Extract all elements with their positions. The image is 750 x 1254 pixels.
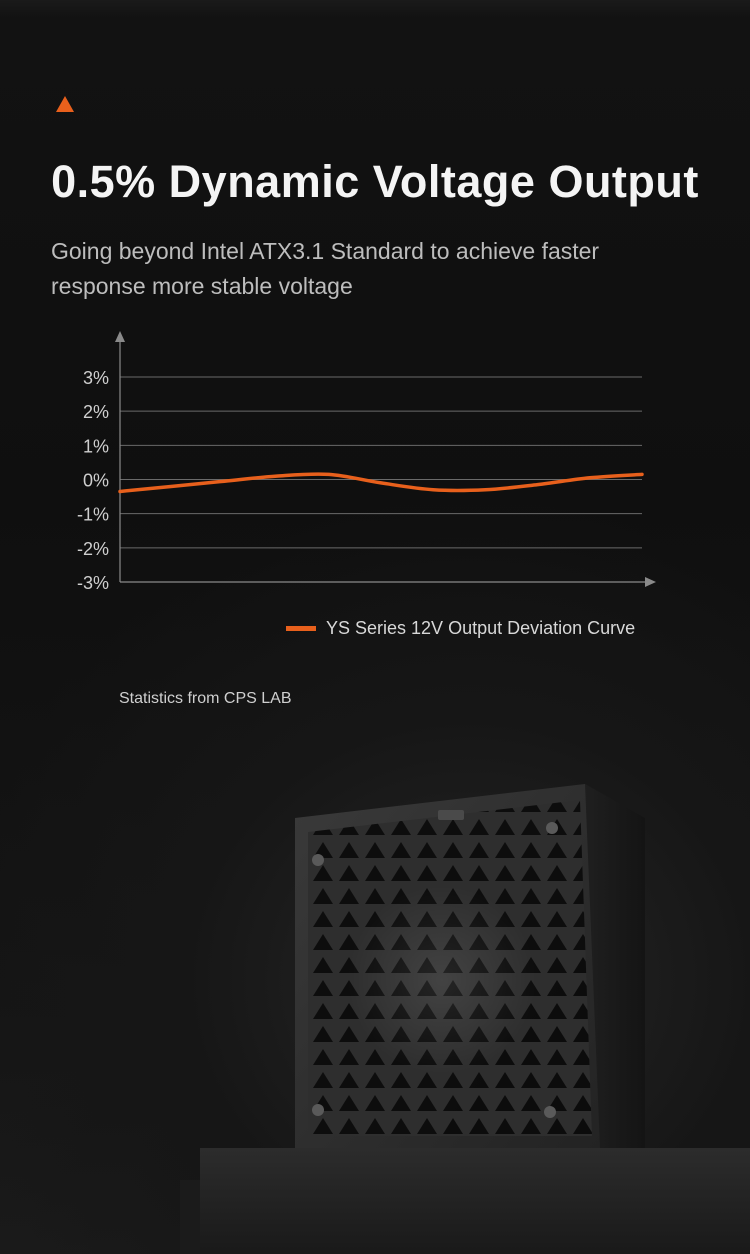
power-supply-image — [180, 784, 750, 1254]
y-tick-label: -1% — [77, 505, 109, 525]
y-tick-label: 3% — [83, 368, 109, 388]
source-note: Statistics from CPS LAB — [119, 690, 292, 707]
legend-label: YS Series 12V Output Deviation Curve — [326, 617, 636, 638]
page-subtitle: Going beyond Intel ATX3.1 Standard to ac… — [51, 238, 600, 299]
y-tick-label: 0% — [83, 471, 109, 491]
y-tick-label: 1% — [83, 436, 109, 456]
y-tick-label: 2% — [83, 402, 109, 422]
triangle-icon — [56, 96, 74, 112]
chart-legend: YS Series 12V Output Deviation Curve — [286, 614, 635, 642]
series-line — [118, 472, 644, 494]
deviation-chart: 3% 2% 1% 0% -1% -2% -3% — [77, 331, 656, 593]
y-tick-label: -3% — [77, 573, 109, 593]
top-edge-strip — [0, 0, 750, 18]
y-axis-arrow — [115, 331, 125, 342]
page-title: 0.5% Dynamic Voltage Output — [51, 156, 699, 207]
x-axis-arrow — [645, 577, 656, 587]
y-tick-label: -2% — [77, 539, 109, 559]
legend-swatch — [286, 625, 316, 631]
